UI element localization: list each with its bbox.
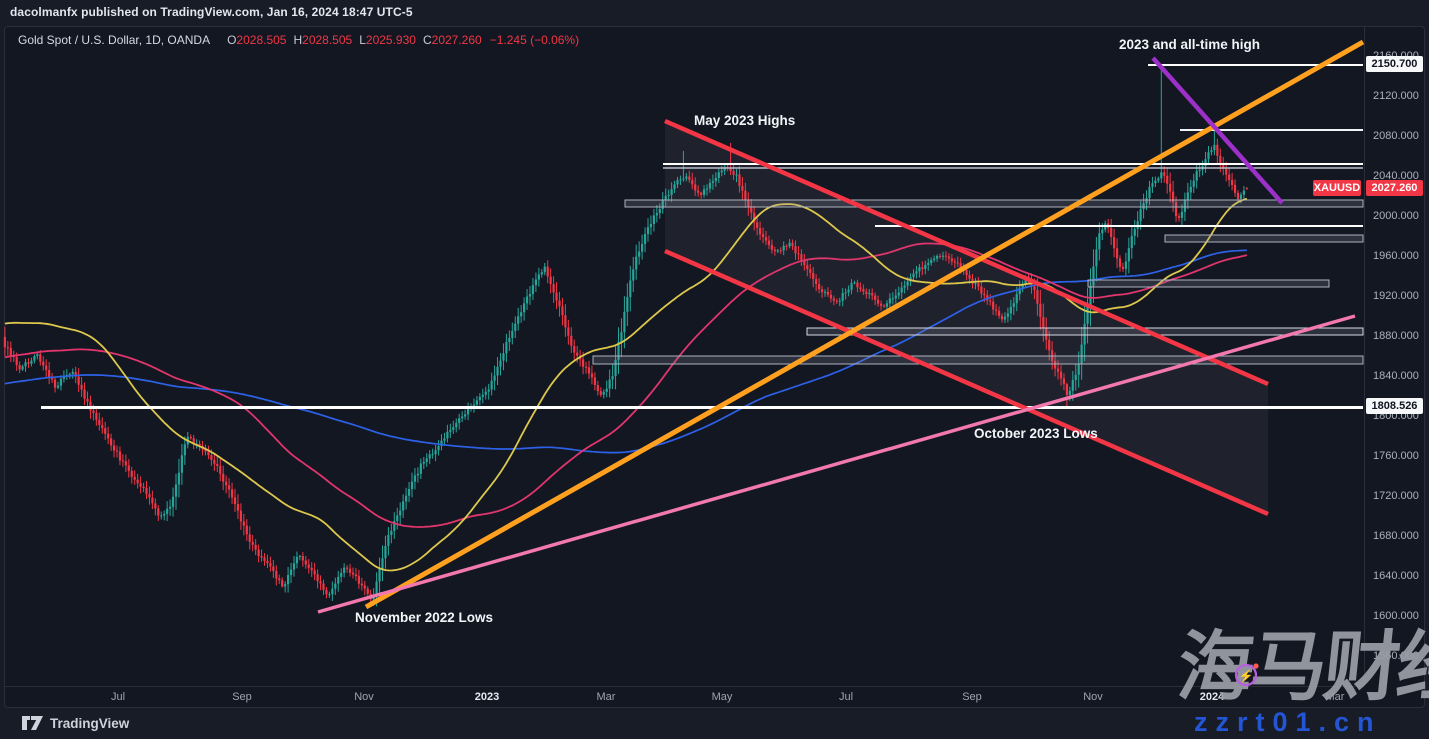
price-axis-label: 2000.000 [1373, 210, 1419, 222]
time-axis-label-2023: 2023 [474, 691, 500, 703]
symbol-title: Gold Spot / U.S. Dollar, 1D, OANDA [18, 33, 211, 47]
watermark-lightning-logo: ⚡ [1234, 663, 1259, 687]
ohlc-close-key: C [422, 33, 432, 47]
price-axis-label: 1920.000 [1373, 290, 1419, 302]
ohlc-high-value: 2028.505 [302, 33, 353, 47]
ohlc-low-value: 2025.930 [365, 33, 416, 47]
price-axis-label: 1680.000 [1373, 530, 1419, 542]
lightning-bolt-icon: ⚡ [1239, 669, 1254, 683]
time-axis-label-Nov: Nov [1083, 691, 1103, 703]
annotation-may-highs: May 2023 Highs [694, 113, 796, 128]
time-axis-label-Nov: Nov [354, 691, 374, 703]
ohlc-open-value: 2028.505 [236, 33, 287, 47]
tradingview-logo-icon[interactable] [22, 716, 43, 730]
footer: TradingView [22, 713, 129, 733]
price-axis-label: 1600.000 [1373, 610, 1419, 622]
price-axis-label: 2120.000 [1373, 90, 1419, 102]
ohlc-open-key: O [227, 33, 237, 47]
price-axis-label: 1840.000 [1373, 370, 1419, 382]
annotation-nov-lows: November 2022 Lows [355, 610, 494, 625]
published-line: dacolmanfx published on TradingView.com,… [10, 5, 413, 19]
ohlc-low-key: L [359, 33, 366, 47]
ohlc-high-key: H [293, 33, 303, 47]
price-axis[interactable]: 2160.0002120.0002080.0002040.0002000.000… [1364, 27, 1426, 685]
price-axis-label: 1560.000 [1373, 650, 1419, 662]
tradingview-brand-label[interactable]: TradingView [50, 715, 130, 731]
time-axis-label-May: May [711, 691, 733, 703]
price-axis-label: 2080.000 [1373, 130, 1419, 142]
watermark-cjk-text: 海马财经 [1173, 625, 1429, 710]
price-badge-2027.260: 2027.260 [1366, 179, 1423, 196]
price-axis-label: 1640.000 [1373, 570, 1419, 582]
price-axis-label: 1960.000 [1373, 250, 1419, 262]
symbol-legend: Gold Spot / U.S. Dollar, 1D, OANDA O2028.… [18, 33, 579, 47]
price-axis-label: 1880.000 [1373, 330, 1419, 342]
time-axis-label-Jul: Jul [838, 691, 854, 703]
time-axis-label-Sep: Sep [962, 691, 982, 703]
time-axis-label-Sep: Sep [232, 691, 252, 703]
chart-card [4, 26, 1425, 708]
change-value: −1.245 (−0.06%) [489, 33, 580, 47]
time-axis[interactable]: Jul Sep Nov 2023 Mar May Jul Sep Nov 2024 Mar [5, 686, 1364, 708]
annotation-ath: 2023 and all-time high [1119, 37, 1261, 52]
header-bar: dacolmanfx published on TradingView.com,… [0, 0, 1429, 26]
price-badge-2150.700: 2150.700 [1366, 56, 1423, 73]
ticker-price-tag: XAUUSD [1313, 179, 1361, 196]
price-badge-1808.526: 1808.526 [1366, 398, 1423, 415]
price-axis-label: 1760.000 [1373, 450, 1419, 462]
price-axis-label: 1720.000 [1373, 490, 1419, 502]
annotation-oct-lows: October 2023 Lows [974, 426, 1098, 441]
time-axis-label-Mar: Mar [1325, 691, 1345, 703]
price-axis-label: 2040.000 [1373, 170, 1419, 182]
time-axis-label-2024: 2024 [1199, 691, 1225, 703]
watermark-site-url: zzrt01.cn [1194, 707, 1382, 737]
time-axis-label-Mar: Mar [596, 691, 616, 703]
ohlc-close-value: 2027.260 [431, 33, 482, 47]
time-axis-label-Jul: Jul [110, 691, 126, 703]
